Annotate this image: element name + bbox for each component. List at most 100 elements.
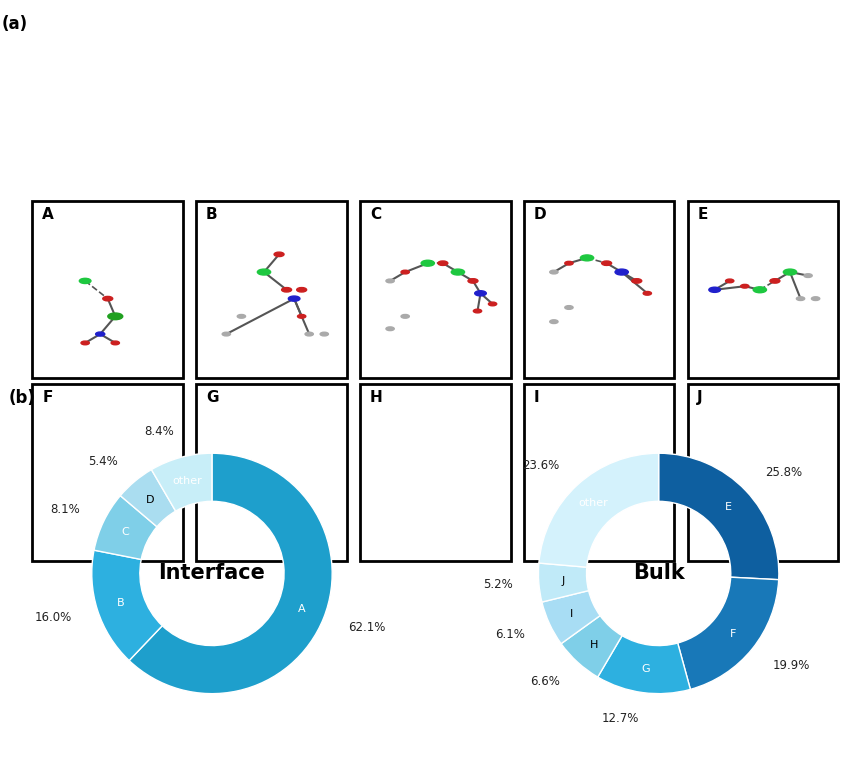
Circle shape <box>78 484 91 490</box>
Circle shape <box>111 421 120 425</box>
Circle shape <box>421 260 434 266</box>
Text: D: D <box>533 207 546 222</box>
Circle shape <box>749 497 759 501</box>
Circle shape <box>795 467 804 472</box>
Circle shape <box>596 452 607 458</box>
Circle shape <box>796 297 804 301</box>
Circle shape <box>434 507 442 510</box>
Circle shape <box>778 462 790 466</box>
Wedge shape <box>129 453 331 694</box>
Circle shape <box>271 448 286 455</box>
Circle shape <box>101 470 115 476</box>
Circle shape <box>765 453 775 457</box>
Text: 8.4%: 8.4% <box>144 425 174 439</box>
Text: B: B <box>116 597 124 607</box>
Text: 16.0%: 16.0% <box>35 611 72 624</box>
Circle shape <box>65 497 75 501</box>
Circle shape <box>266 404 276 407</box>
Circle shape <box>488 302 496 306</box>
Circle shape <box>222 332 230 336</box>
Text: E: E <box>724 502 731 512</box>
Bar <box>360 201 510 378</box>
Circle shape <box>96 515 104 519</box>
Wedge shape <box>121 469 176 526</box>
Circle shape <box>79 278 91 284</box>
Circle shape <box>769 278 779 283</box>
Text: J: J <box>697 390 703 404</box>
Circle shape <box>472 474 482 478</box>
Circle shape <box>444 462 455 466</box>
Wedge shape <box>538 563 588 602</box>
Circle shape <box>237 528 245 531</box>
Bar <box>33 385 183 562</box>
Text: other: other <box>578 497 608 507</box>
Text: I: I <box>533 390 539 404</box>
Circle shape <box>110 456 121 461</box>
Circle shape <box>136 485 146 489</box>
Circle shape <box>238 478 251 485</box>
Bar <box>196 385 346 562</box>
Wedge shape <box>658 453 778 580</box>
Circle shape <box>386 279 393 283</box>
Wedge shape <box>91 550 162 661</box>
Circle shape <box>579 443 594 449</box>
Circle shape <box>805 479 815 484</box>
Text: 6.6%: 6.6% <box>530 675 560 688</box>
Circle shape <box>740 515 748 519</box>
Circle shape <box>464 520 472 524</box>
Circle shape <box>288 432 299 436</box>
Text: H: H <box>589 639 598 649</box>
Circle shape <box>81 515 90 519</box>
Circle shape <box>449 515 457 519</box>
Circle shape <box>611 462 622 466</box>
Circle shape <box>96 332 105 336</box>
Circle shape <box>254 467 264 472</box>
Wedge shape <box>542 591 599 644</box>
Bar <box>523 201 673 378</box>
Text: 23.6%: 23.6% <box>522 459 559 472</box>
Circle shape <box>59 515 66 519</box>
Circle shape <box>319 332 328 336</box>
Text: 25.8%: 25.8% <box>764 466 802 479</box>
Circle shape <box>111 341 120 345</box>
Text: I: I <box>569 609 573 619</box>
Circle shape <box>117 479 128 485</box>
Circle shape <box>615 269 628 275</box>
Circle shape <box>740 285 748 288</box>
Wedge shape <box>561 616 622 677</box>
Circle shape <box>708 287 720 292</box>
Text: G: G <box>206 390 219 404</box>
Text: C: C <box>121 526 129 536</box>
Circle shape <box>765 520 774 524</box>
Circle shape <box>747 448 762 455</box>
Circle shape <box>579 503 587 507</box>
Circle shape <box>734 444 745 449</box>
Circle shape <box>267 528 276 531</box>
Circle shape <box>642 291 651 295</box>
Circle shape <box>297 314 306 318</box>
Circle shape <box>803 274 811 278</box>
Circle shape <box>567 485 576 489</box>
Circle shape <box>783 269 796 275</box>
Circle shape <box>400 314 409 318</box>
Text: F: F <box>729 629 736 639</box>
Text: H: H <box>369 390 382 404</box>
Circle shape <box>433 449 443 454</box>
Circle shape <box>102 296 113 301</box>
Circle shape <box>549 270 557 274</box>
Bar <box>360 385 510 562</box>
Circle shape <box>404 507 412 510</box>
Circle shape <box>753 287 765 293</box>
Circle shape <box>237 314 245 318</box>
Text: D: D <box>146 494 154 505</box>
Wedge shape <box>597 636 690 694</box>
Circle shape <box>249 526 263 533</box>
Text: 6.1%: 6.1% <box>495 629 525 642</box>
Circle shape <box>133 471 143 475</box>
Text: Bulk: Bulk <box>632 563 684 584</box>
Circle shape <box>415 491 430 497</box>
Text: A: A <box>297 604 305 614</box>
Circle shape <box>288 296 300 301</box>
Circle shape <box>244 510 254 514</box>
Text: G: G <box>641 664 649 674</box>
